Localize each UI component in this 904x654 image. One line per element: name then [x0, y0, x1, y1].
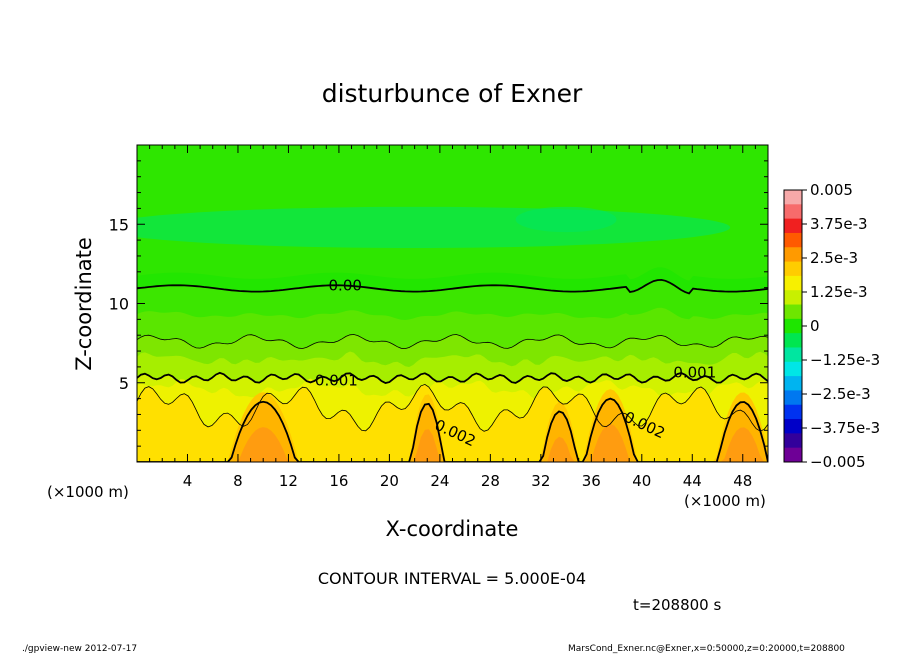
- y-tick-label: 15: [109, 215, 129, 234]
- colorbar-tick-label: 3.75e-3: [810, 215, 868, 233]
- colorbar: [783, 189, 803, 463]
- colorbar-swatch: [784, 390, 802, 406]
- colorbar-tick-label: −3.75e-3: [810, 419, 880, 437]
- contour-interval-text: CONTOUR INTERVAL = 5.000E-04: [318, 569, 586, 588]
- x-axis: 4 8 12 16 20 24 28 32 36 40 44 48: [149, 145, 756, 490]
- colorbar-swatch: [784, 261, 802, 277]
- upper-cool-region: [137, 206, 731, 249]
- x-tick-label: 32: [531, 472, 550, 490]
- colorbar-tick-label: 2.5e-3: [810, 249, 858, 267]
- colorbar-swatch: [784, 204, 802, 220]
- colorbar-tick-label: −1.25e-3: [810, 351, 880, 369]
- colorbar-swatch: [784, 232, 802, 248]
- colorbar-tick-label: 1.25e-3: [810, 283, 868, 301]
- colorbar-swatch: [784, 433, 802, 449]
- x-unit-label-right: (×1000 m): [684, 492, 766, 510]
- y-tick-label: 5: [119, 374, 129, 393]
- colorbar-swatch: [784, 376, 802, 391]
- footer-right: MarsCond_Exner.nc@Exner,x=0:50000,z=0:20…: [568, 644, 845, 654]
- colorbar-swatch: [784, 218, 802, 234]
- colorbar-swatch: [784, 290, 802, 306]
- colorbar-swatch: [784, 190, 802, 205]
- y-axis: 5 10 15: [109, 160, 768, 447]
- x-tick-label: 44: [683, 472, 702, 490]
- colorbar-tick-label: 0.005: [810, 181, 853, 199]
- contour-label: 0.001: [673, 364, 716, 382]
- contour-1e-3: [137, 371, 768, 384]
- x-tick-label: 36: [582, 472, 601, 490]
- x-tick-label: 48: [733, 472, 752, 490]
- colorbar-swatch: [784, 275, 802, 291]
- colorbar-swatch: [784, 318, 802, 334]
- x-unit-label-left: (×1000 m): [47, 483, 129, 501]
- contour-2e-3: [137, 397, 768, 462]
- x-tick-label: 12: [279, 472, 298, 490]
- colorbar-swatch: [784, 247, 802, 263]
- x-tick-label: 28: [481, 472, 500, 490]
- x-tick-label: 4: [183, 472, 193, 490]
- contour-0: [137, 278, 768, 295]
- colorbar-swatch: [784, 419, 802, 434]
- contour-0p5e-3: [137, 334, 768, 350]
- colorbar-tick-label: −0.005: [810, 453, 866, 471]
- colorbar-swatch: [784, 447, 802, 463]
- colorbar-tick-label: 0: [810, 317, 820, 335]
- contour-lines: [137, 278, 768, 462]
- y-tick-label: 10: [109, 295, 129, 314]
- upper-cool-region: [515, 206, 617, 233]
- y-axis-label: Z-coordinate: [72, 237, 96, 371]
- colorbar-swatch: [784, 361, 802, 377]
- footer-left: ./gpview-new 2012-07-17: [22, 644, 137, 654]
- x-tick-label: 40: [632, 472, 651, 490]
- chart-title: disturbunce of Exner: [322, 79, 583, 108]
- band-2p25e-3: [137, 424, 768, 462]
- contour-label: 0.001: [315, 372, 358, 390]
- time-text: t=208800 s: [633, 596, 721, 614]
- x-tick-label: 24: [430, 472, 449, 490]
- contour-label: 0.00: [329, 277, 362, 295]
- colorbar-swatch: [784, 404, 802, 420]
- x-tick-label: 16: [329, 472, 348, 490]
- x-axis-label: X-coordinate: [386, 517, 519, 541]
- colorbar-swatch: [784, 347, 802, 363]
- colorbar-swatch: [784, 333, 802, 348]
- colorbar-swatch: [784, 304, 802, 320]
- plot-area: [137, 145, 768, 462]
- x-tick-label: 20: [380, 472, 399, 490]
- colorbar-ticks: 0.005 3.75e-3 2.5e-3 1.25e-3 0 −1.25e-3 −2.5e-…: [802, 181, 880, 471]
- colorbar-tick-label: −2.5e-3: [810, 385, 871, 403]
- x-tick-label: 8: [233, 472, 243, 490]
